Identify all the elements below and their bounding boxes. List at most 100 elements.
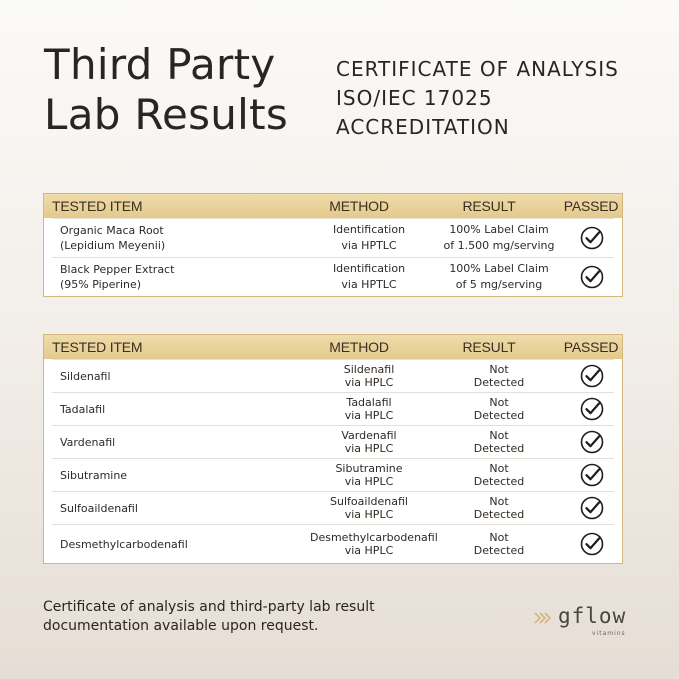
result-line1: Not [489, 495, 509, 508]
tested-item: Black Pepper Extract (95% Piperine) [52, 262, 310, 292]
result: Not Detected [428, 495, 570, 521]
table-row: Sildenafil Sildenafil via HPLC Not Detecte… [52, 359, 614, 392]
result-line1: 100% Label Claim [449, 262, 549, 275]
result-line1: 100% Label Claim [449, 223, 549, 236]
tested-item-name: Black Pepper Extract [60, 263, 175, 276]
result-line2: Detected [473, 508, 525, 521]
check-circle-icon [580, 496, 604, 520]
tested-item: Sildenafil [60, 369, 111, 383]
method-line1: Tadalafil [346, 396, 392, 409]
method: Identification via HPTLC [310, 222, 428, 254]
table-row: Tadalafil Tadalafil via HPLC Not Detected [52, 392, 614, 425]
passed-cell [570, 397, 614, 421]
passed-cell [570, 463, 614, 487]
brand-subtitle: vitamins [592, 630, 626, 637]
passed-cell [570, 364, 614, 388]
tested-item-name: Organic Maca Root [60, 224, 164, 237]
certificate-line2: ISO/IEC 17025 [336, 86, 493, 110]
check-circle-icon [580, 463, 604, 487]
method-line1: Identification [332, 262, 406, 275]
tested-item: Sulfoaildenafil [60, 501, 138, 515]
result: Not Detected [428, 429, 570, 455]
table-header: TESTED ITEM METHOD RESULT PASSED [44, 194, 622, 218]
passed-cell [570, 226, 614, 250]
method: Sildenafil via HPLC [310, 363, 428, 389]
result: 100% Label Claim of 5 mg/serving [428, 261, 570, 293]
chevron-arrows-icon [534, 612, 552, 624]
header-passed: PASSED [563, 198, 619, 214]
method: Tadalafil via HPLC [310, 396, 428, 422]
check-circle-icon [580, 265, 604, 289]
table-row: Sibutramine Sibutramine via HPLC Not Detec… [52, 458, 614, 491]
page-title: Third Party Lab Results [44, 40, 288, 140]
method-line1: Sibutramine [335, 462, 403, 475]
table-row: Organic Maca Root (Lepidium Meyenii) Ide… [52, 218, 614, 257]
page-title-line2: Lab Results [44, 90, 289, 139]
result-line2: Detected [473, 442, 525, 455]
table-row: Vardenafil Vardenafil via HPLC Not Detecte… [52, 425, 614, 458]
header-passed: PASSED [563, 339, 619, 355]
brand-name: gflow [558, 604, 627, 628]
method: Desmethylcarbodenafil via HPLC [310, 531, 438, 557]
result-line2: Detected [473, 544, 525, 557]
method-line2: via HPLC [344, 376, 394, 389]
passed-cell [570, 430, 614, 454]
method: Sulfoaildenafil via HPLC [310, 495, 428, 521]
certificate-line1: CERTIFICATE OF ANALYSIS [336, 57, 619, 81]
method-line1: Sulfoaildenafil [330, 495, 408, 508]
result-line2: Detected [473, 409, 525, 422]
result-line1: Not [489, 363, 509, 376]
header-method: METHOD [329, 339, 389, 355]
method: Vardenafil via HPLC [310, 429, 428, 455]
brand-logo: gflow vitamins [534, 604, 644, 640]
result-line1: Not [489, 396, 509, 409]
method-line1: Desmethylcarbodenafil [310, 531, 438, 544]
passed-cell [570, 265, 614, 289]
method-line2: via HPLC [344, 508, 394, 521]
tested-item: Tadalafil [60, 402, 106, 416]
method-line2: via HPTLC [341, 239, 397, 252]
page-title-line1: Third Party [44, 40, 276, 89]
footer-note: Certificate of analysis and third-party … [43, 598, 375, 636]
header-method: METHOD [329, 198, 389, 214]
result: Not Detected [428, 531, 570, 557]
method: Sibutramine via HPLC [310, 462, 428, 488]
check-circle-icon [580, 364, 604, 388]
identification-table: TESTED ITEM METHOD RESULT PASSED Organic… [43, 193, 623, 297]
tested-item-detail: (Lepidium Meyenii) [60, 239, 166, 252]
result-line1: Not [489, 531, 509, 544]
tested-item: Desmethylcarbodenafil [60, 537, 188, 551]
result-line2: of 1.500 mg/serving [443, 239, 555, 252]
method-line1: Vardenafil [341, 429, 397, 442]
tested-item-detail: (95% Piperine) [60, 278, 142, 291]
table-row: Sulfoaildenafil Sulfoaildenafil via HPLC … [52, 491, 614, 524]
method-line2: via HPLC [344, 442, 394, 455]
check-circle-icon [580, 532, 604, 556]
check-circle-icon [580, 397, 604, 421]
header-tested-item: TESTED ITEM [52, 338, 143, 355]
method-line2: via HPLC [344, 475, 394, 488]
contaminant-table: TESTED ITEM METHOD RESULT PASSED Sildena… [43, 334, 623, 564]
result: Not Detected [428, 462, 570, 488]
check-circle-icon [580, 226, 604, 250]
method: Identification via HPTLC [310, 261, 428, 293]
table-row: Black Pepper Extract (95% Piperine) Iden… [52, 257, 614, 296]
result-line1: Not [489, 462, 509, 475]
result-line2: of 5 mg/serving [455, 278, 543, 291]
tested-item: Sibutramine [60, 468, 128, 482]
tested-item: Organic Maca Root (Lepidium Meyenii) [52, 223, 310, 253]
check-circle-icon [580, 430, 604, 454]
passed-cell [570, 496, 614, 520]
method-line1: Sildenafil [343, 363, 395, 376]
method-line2: via HPLC [344, 409, 394, 422]
result-line2: Detected [473, 475, 525, 488]
header-result: RESULT [462, 339, 516, 355]
result-line1: Not [489, 429, 509, 442]
footer-line1: Certificate of analysis and third-party … [43, 599, 375, 615]
header-tested-item: TESTED ITEM [52, 197, 143, 214]
footer-line2: documentation available upon request. [43, 618, 319, 634]
result: Not Detected [428, 396, 570, 422]
passed-cell [570, 532, 614, 556]
certificate-heading: CERTIFICATE OF ANALYSIS ISO/IEC 17025 AC… [336, 55, 619, 142]
result: Not Detected [428, 363, 570, 389]
